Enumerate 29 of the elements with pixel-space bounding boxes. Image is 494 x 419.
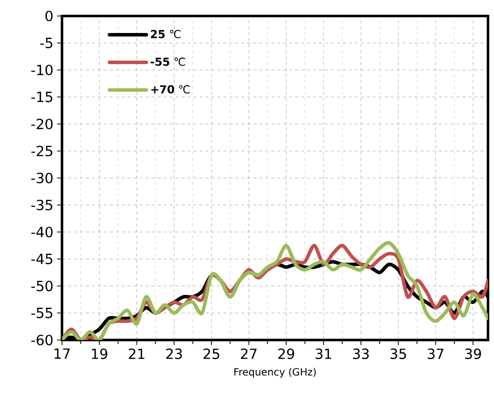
y-tick-label: -50: [31, 280, 53, 292]
y-tick-label: 0: [46, 10, 53, 22]
x-tick-label: 29: [278, 348, 294, 360]
x-tick-label: 37: [428, 348, 444, 360]
x-tick-label: 35: [390, 348, 406, 360]
legend-label: +70 ℃: [151, 85, 190, 94]
x-tick-label: 23: [166, 348, 182, 360]
y-tick-label: -35: [31, 200, 52, 210]
y-tick-label: -40: [31, 226, 53, 238]
x-tick-label: 27: [240, 348, 257, 359]
y-tick-label: -55: [31, 308, 52, 318]
x-axis-title: Frequency (GHz): [234, 368, 316, 378]
y-tick-label: -60: [31, 334, 53, 346]
y-tick-label: -10: [31, 64, 53, 76]
x-tick-label: 25: [204, 348, 220, 360]
x-tick-label: 21: [128, 348, 144, 359]
legend-label: 25 ℃: [150, 30, 181, 38]
y-tick-label: -25: [31, 146, 52, 156]
y-tick-label: -5: [40, 38, 52, 48]
y-tick-label: -20: [31, 118, 53, 130]
x-tick-label: 17: [54, 348, 70, 359]
x-tick-label: 39: [465, 348, 481, 360]
x-tick-label: 19: [92, 348, 108, 360]
legend-label: -55 ℃: [150, 58, 186, 66]
y-tick-label: -30: [31, 172, 53, 184]
x-tick-label: 31: [316, 348, 332, 360]
y-tick-label: -15: [31, 92, 52, 102]
x-tick-label: 33: [353, 348, 369, 360]
y-tick-label: -45: [31, 254, 52, 264]
